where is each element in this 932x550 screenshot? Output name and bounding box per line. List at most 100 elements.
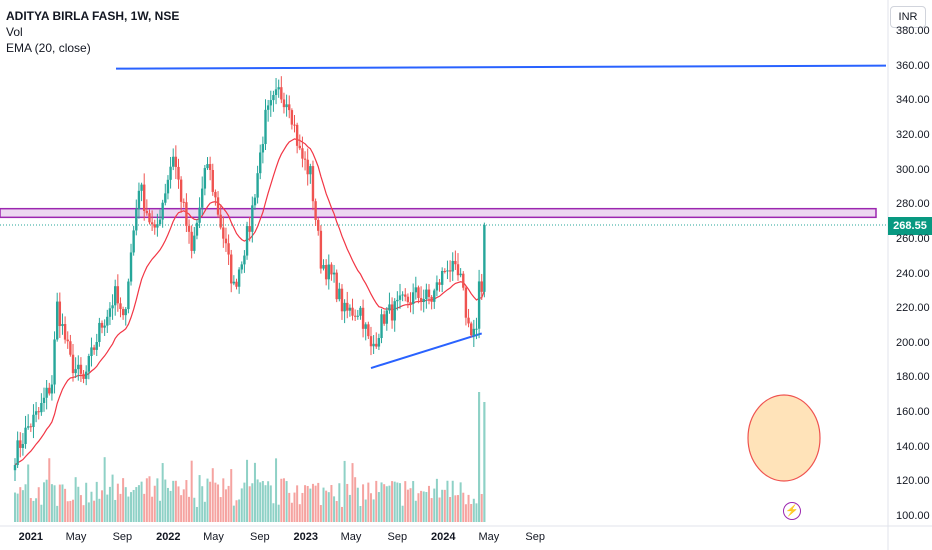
candle-body — [269, 100, 272, 106]
candle-body — [353, 315, 357, 317]
candle-body — [243, 255, 246, 265]
candle-body — [330, 264, 333, 275]
price-tick-label: 260.00 — [896, 232, 930, 245]
volume-bar — [401, 505, 404, 522]
volume-bar — [219, 497, 222, 522]
candle-body — [443, 270, 447, 272]
volume-bar — [222, 478, 225, 522]
candle-body — [306, 159, 309, 175]
candle-body — [240, 264, 243, 270]
volume-bar — [140, 481, 143, 522]
candle-body — [79, 364, 83, 374]
currency-button[interactable]: INR — [890, 6, 926, 28]
candle-body — [195, 222, 199, 236]
volume-bar — [87, 502, 90, 522]
candle-body — [174, 156, 178, 167]
volume-bar — [425, 492, 428, 522]
candle-body — [179, 179, 183, 202]
volume-bar — [267, 481, 270, 522]
candle-body — [301, 148, 304, 159]
candle-body — [295, 124, 299, 146]
volume-bar — [343, 460, 346, 522]
volume-bar — [335, 500, 338, 522]
volume-bar — [145, 478, 148, 522]
volume-bar — [456, 495, 459, 522]
volume-bar — [156, 478, 159, 522]
price-tick-label: 380.00 — [896, 25, 930, 37]
volume-bar — [285, 481, 288, 522]
candle-body — [143, 184, 146, 212]
time-tick-label: 2021 — [18, 531, 44, 543]
candle-body — [438, 282, 441, 285]
volume-bar — [161, 463, 164, 522]
candle-body — [340, 288, 344, 312]
price-tick-label: 300.00 — [896, 163, 930, 176]
candle-body — [153, 224, 156, 228]
candle-body — [380, 314, 383, 339]
volume-bar — [385, 486, 388, 522]
volume-bar — [351, 463, 354, 522]
lightning-icon[interactable]: ⚡ — [783, 502, 801, 520]
candle-body — [100, 322, 104, 328]
volume-bar — [282, 478, 285, 522]
volume-bar — [195, 506, 198, 522]
volume-bar — [441, 489, 444, 522]
volume-bar — [185, 480, 188, 522]
candle-body — [16, 440, 19, 466]
volume-bar — [464, 504, 467, 522]
volume-bar — [43, 482, 46, 522]
volume-bar — [119, 493, 122, 522]
volume-bar — [272, 503, 275, 522]
volume-bar — [327, 492, 330, 522]
candle-body — [324, 265, 328, 280]
volume-bar — [256, 479, 259, 522]
candle-body — [298, 145, 301, 149]
candle-body — [430, 296, 433, 302]
volume-bar — [251, 483, 254, 522]
volume-bar — [391, 481, 394, 522]
volume-indicator-label[interactable]: Vol — [6, 25, 23, 39]
candle-body — [419, 297, 423, 302]
volume-bar — [333, 496, 336, 522]
volume-bar — [127, 496, 130, 522]
candle-body — [266, 105, 270, 110]
volume-bar — [56, 505, 59, 522]
volume-bar — [375, 480, 378, 522]
ema-indicator-label[interactable]: EMA (20, close) — [6, 41, 91, 55]
candle-body — [274, 89, 278, 96]
volume-bar — [340, 506, 343, 522]
candle-body — [259, 152, 262, 174]
volume-bar — [304, 485, 307, 522]
candle-body — [42, 397, 46, 404]
volume-bar — [462, 492, 465, 522]
candle-body — [351, 307, 354, 316]
candlesticks — [13, 76, 486, 481]
volume-bar — [377, 492, 380, 522]
volume-bar — [409, 488, 412, 522]
volume-bar — [85, 482, 88, 522]
volume-bar — [372, 499, 375, 522]
candle-body — [411, 292, 415, 304]
candle-body — [82, 373, 85, 379]
price-tick-label: 320.00 — [896, 128, 930, 141]
volume-bar — [32, 500, 35, 522]
volume-bar — [130, 492, 133, 522]
volume-bar — [90, 491, 93, 522]
candle-body — [248, 226, 251, 232]
volume-bar — [132, 489, 135, 522]
volume-bar — [29, 498, 32, 522]
candle-body — [375, 343, 378, 347]
rising-support-trendline — [370, 332, 483, 369]
volume-bar — [209, 481, 212, 522]
price-tick-label: 160.00 — [896, 406, 930, 419]
volume-bar — [122, 478, 125, 522]
volume-bar — [330, 485, 333, 522]
volume-bar — [243, 482, 246, 522]
candle-body — [32, 414, 35, 428]
volume-bar — [240, 488, 243, 522]
price-tick-label: 120.00 — [896, 475, 930, 488]
volume-bar — [317, 482, 320, 522]
symbol-title[interactable]: ADITYA BIRLA FASH, 1W, NSE — [6, 9, 180, 23]
candle-body — [211, 169, 214, 192]
